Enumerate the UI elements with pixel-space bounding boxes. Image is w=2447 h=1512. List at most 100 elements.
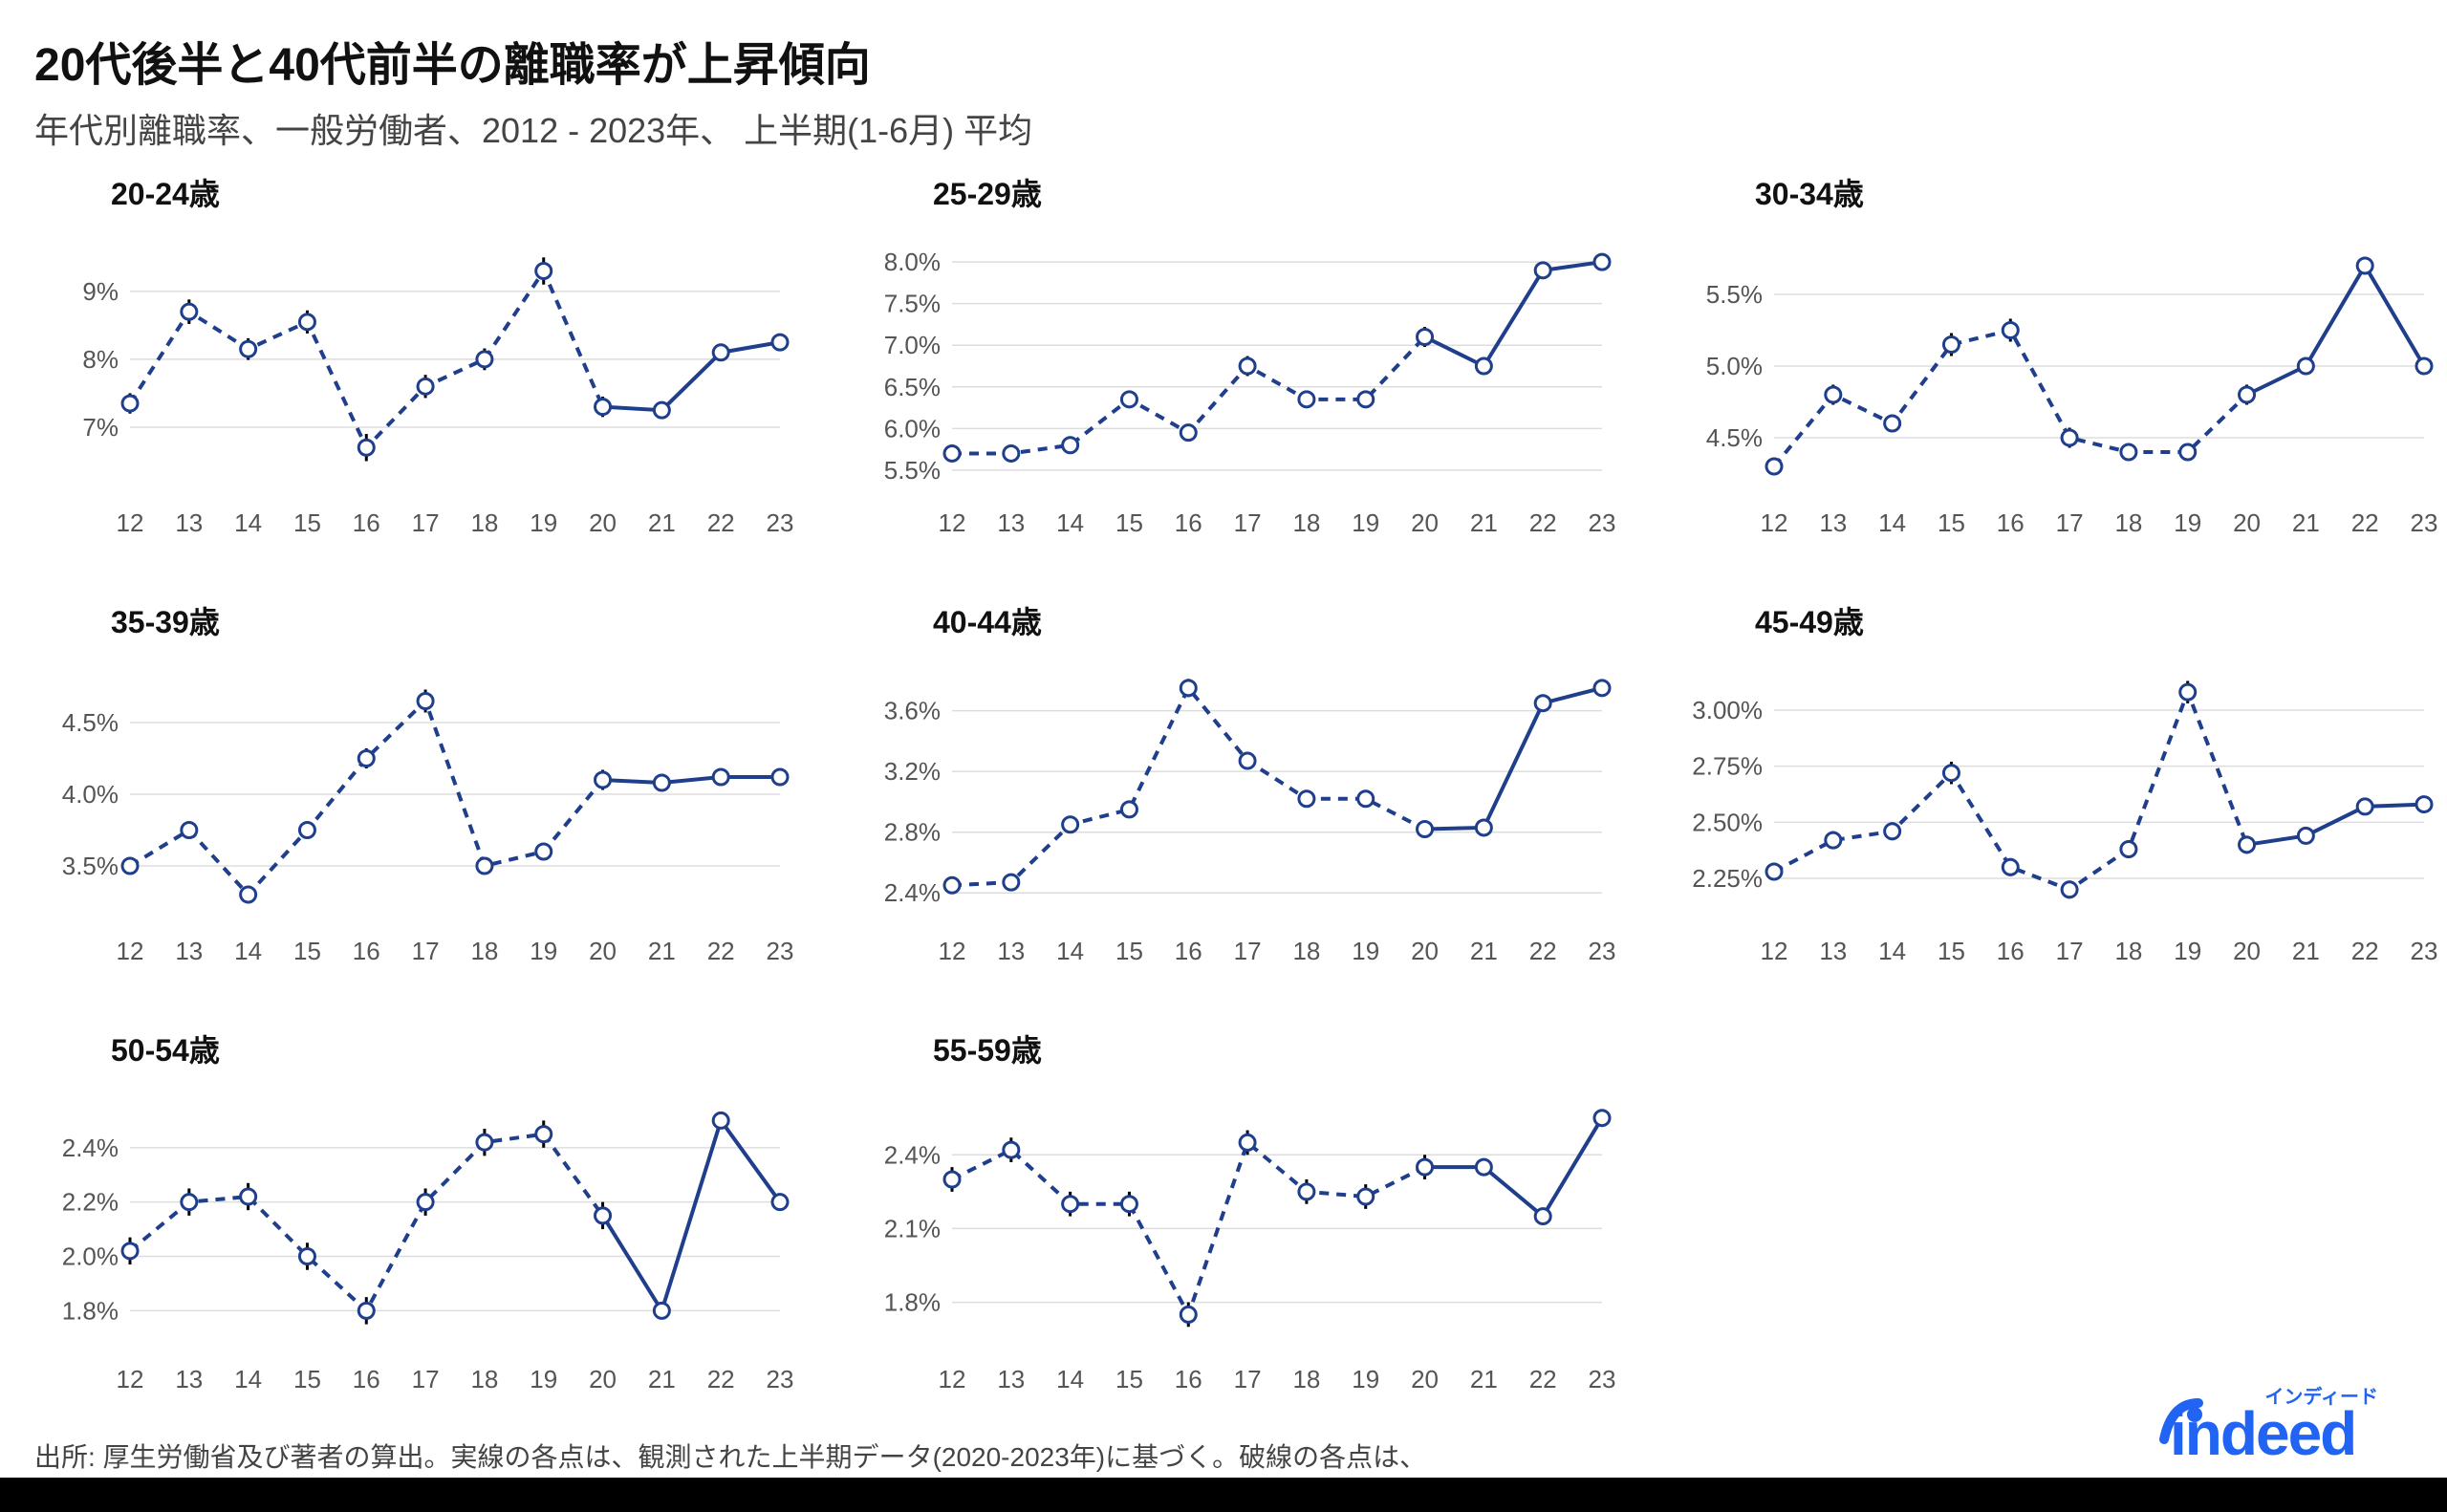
x-tick-label: 17 [2056,508,2084,537]
y-tick-label: 5.5% [1706,280,1763,309]
x-tick-label: 21 [648,937,676,965]
y-tick-label: 7% [82,413,119,442]
data-marker [1299,1184,1314,1199]
y-tick-label: 7.0% [884,331,941,359]
x-tick-label: 18 [1292,937,1320,965]
line-observed [2247,805,2424,845]
data-marker [713,769,728,785]
data-marker [1535,696,1550,711]
chart-panel: 55-59歳1.8%2.1%2.4%1213141516171819202122… [856,1026,1621,1437]
data-marker [2180,684,2196,700]
data-marker [1826,387,1841,402]
x-tick-label: 14 [1056,1365,1084,1393]
data-marker [1766,864,1782,879]
data-marker [772,1195,788,1210]
data-marker [1063,438,1078,453]
chart-svg: 2.4%2.8%3.2%3.6%121314151617181920212223 [856,646,1621,1009]
x-tick-label: 23 [1589,1365,1616,1393]
chart-panel: 20-24歳7%8%9%121314151617181920212223 [34,170,799,581]
data-marker [1121,392,1137,407]
x-tick-label: 13 [175,937,203,965]
y-tick-label: 4.5% [1706,423,1763,452]
x-tick-label: 22 [707,508,735,537]
line-estimated [130,1134,603,1311]
data-marker [2180,444,2196,460]
x-tick-label: 23 [1589,937,1616,965]
x-tick-label: 21 [2292,508,2320,537]
x-tick-label: 14 [1878,937,1906,965]
data-marker [182,304,197,319]
y-tick-label: 8% [82,345,119,374]
x-tick-label: 17 [412,508,440,537]
y-tick-label: 2.4% [884,1140,941,1169]
x-tick-label: 12 [939,508,966,537]
x-tick-label: 16 [1175,937,1202,965]
data-marker [1594,1111,1610,1126]
y-tick-label: 2.1% [884,1214,941,1242]
data-marker [358,440,374,455]
data-marker [944,445,960,461]
x-tick-label: 19 [1352,937,1379,965]
x-tick-label: 23 [2411,937,2438,965]
data-marker [182,1195,197,1210]
data-marker [1943,766,1959,781]
chart-svg: 7%8%9%121314151617181920212223 [34,218,799,581]
data-marker [241,341,256,356]
panel-title: 40-44歳 [933,598,1621,642]
data-marker [122,1243,138,1259]
data-marker [241,887,256,902]
data-marker [713,1112,728,1128]
y-tick-label: 1.8% [62,1296,119,1325]
x-tick-label: 15 [293,508,321,537]
y-tick-label: 5.5% [884,456,941,485]
data-marker [2121,444,2136,460]
x-tick-label: 23 [2411,508,2438,537]
data-marker [1885,824,1900,839]
chart-panel: 40-44歳2.4%2.8%3.2%3.6%121314151617181920… [856,598,1621,1009]
line-observed [1425,262,1602,366]
panel-title: 45-49歳 [1755,598,2443,642]
data-marker [2416,358,2432,374]
line-observed [603,342,780,410]
y-tick-label: 2.2% [62,1188,119,1217]
data-marker [2240,387,2255,402]
y-tick-label: 2.50% [1692,808,1763,836]
x-tick-label: 21 [1470,937,1498,965]
data-marker [477,858,492,874]
data-marker [122,858,138,874]
x-tick-label: 14 [1878,508,1906,537]
data-marker [1358,392,1374,407]
data-marker [713,345,728,360]
x-tick-label: 17 [412,1365,440,1393]
x-tick-label: 18 [1292,1365,1320,1393]
data-marker [2240,837,2255,853]
x-tick-label: 23 [1589,508,1616,537]
footer-black-bar [0,1478,2447,1512]
x-tick-label: 22 [1529,937,1557,965]
data-marker [1121,1197,1137,1212]
x-tick-label: 21 [648,508,676,537]
data-marker [536,1127,552,1142]
data-marker [182,823,197,838]
x-tick-label: 18 [470,508,498,537]
x-tick-label: 20 [589,937,617,965]
x-tick-label: 20 [1411,508,1439,537]
x-tick-label: 21 [1470,508,1498,537]
y-tick-label: 9% [82,277,119,306]
data-marker [2003,859,2018,875]
line-observed [1425,1118,1602,1217]
x-tick-label: 16 [1175,1365,1202,1393]
chart-panel: 45-49歳2.25%2.50%2.75%3.00%12131415161718… [1678,598,2443,1009]
panel-title: 55-59歳 [933,1026,1621,1070]
data-marker [2121,842,2136,857]
data-marker [944,1172,960,1187]
data-marker [536,264,552,279]
y-tick-label: 4.0% [62,780,119,809]
data-marker [1240,1134,1255,1150]
x-tick-label: 19 [530,1365,557,1393]
x-tick-label: 20 [2233,508,2261,537]
x-tick-label: 23 [767,937,794,965]
data-marker [1594,254,1610,270]
data-marker [654,402,669,418]
x-tick-label: 12 [117,937,144,965]
